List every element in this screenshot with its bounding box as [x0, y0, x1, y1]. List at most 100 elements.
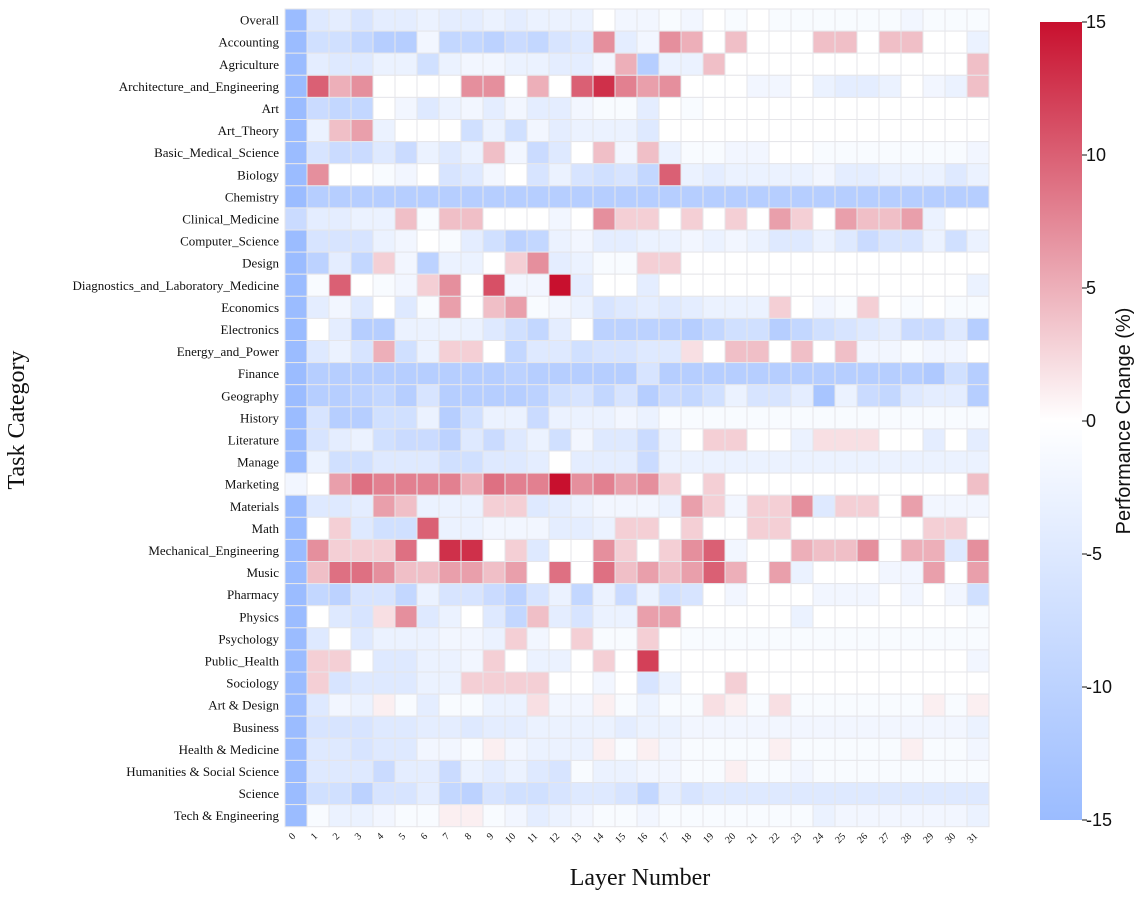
heatmap-cell — [372, 627, 396, 651]
heatmap-cell — [922, 494, 946, 518]
heatmap-cell — [768, 207, 792, 231]
heatmap-cell — [328, 251, 352, 275]
heatmap-cell — [900, 627, 924, 651]
heatmap-cell — [900, 96, 924, 121]
heatmap-cell — [724, 362, 748, 386]
heatmap-cell — [922, 693, 946, 717]
heatmap-cell — [636, 737, 660, 761]
heatmap-cell — [900, 494, 924, 518]
heatmap-cell — [350, 340, 374, 364]
column-label: 7 — [441, 831, 452, 842]
heatmap-cell — [724, 561, 748, 585]
row-label: Humanities & Social Science — [126, 764, 279, 779]
heatmap-cell — [856, 362, 880, 386]
heatmap-cell — [592, 141, 616, 165]
column-label: 3 — [353, 831, 364, 842]
heatmap-cell — [350, 8, 374, 32]
heatmap-cell — [394, 649, 418, 673]
heatmap-cell — [394, 538, 418, 563]
heatmap-cell — [284, 273, 308, 297]
column-label: 31 — [965, 831, 980, 846]
heatmap-cell — [702, 119, 726, 143]
heatmap-cell — [372, 74, 396, 98]
heatmap-cell — [702, 141, 726, 165]
heatmap-cell — [636, 119, 660, 143]
heatmap-cell — [328, 317, 352, 341]
heatmap-cell — [328, 428, 352, 452]
heatmap-cell — [944, 406, 968, 430]
heatmap-cell — [900, 30, 924, 54]
heatmap-cell — [746, 538, 770, 563]
heatmap-cell — [284, 74, 308, 98]
heatmap-cell — [526, 693, 550, 717]
heatmap-cell — [372, 273, 396, 297]
heatmap-cell — [548, 251, 572, 275]
heatmap-cell — [680, 782, 704, 806]
heatmap-cell — [548, 671, 572, 695]
heatmap-cell — [856, 715, 880, 739]
heatmap-cell — [526, 538, 550, 563]
heatmap-cell — [658, 516, 682, 540]
heatmap-cell — [856, 627, 880, 651]
heatmap-cell — [482, 538, 506, 563]
heatmap-cell — [614, 494, 638, 518]
column-label: 28 — [899, 831, 914, 846]
heatmap-cell — [350, 627, 374, 651]
heatmap-cell — [306, 207, 330, 231]
heatmap-cell — [306, 362, 330, 386]
heatmap-cell — [966, 516, 990, 540]
heatmap-cell — [834, 583, 858, 607]
heatmap-cell — [548, 295, 572, 319]
heatmap-cell — [306, 472, 330, 496]
heatmap-cell — [768, 605, 792, 629]
heatmap-cell — [724, 74, 748, 98]
heatmap-cell — [416, 428, 440, 452]
heatmap-cell — [460, 96, 484, 121]
colorbar-tick-label: 15 — [1086, 12, 1106, 32]
heatmap-cell — [284, 362, 308, 386]
heatmap-cell — [768, 251, 792, 275]
heatmap-cell — [570, 737, 594, 761]
heatmap-cell — [504, 605, 528, 629]
column-label: 26 — [855, 831, 870, 846]
row-label: Science — [239, 786, 280, 801]
heatmap-cell — [922, 185, 946, 209]
heatmap-cell — [680, 141, 704, 165]
heatmap-cell — [724, 450, 748, 474]
heatmap-cell — [438, 96, 462, 121]
heatmap-cell — [570, 317, 594, 341]
heatmap-cell — [394, 782, 418, 806]
heatmap-cell — [438, 428, 462, 452]
heatmap-cell — [878, 406, 902, 430]
heatmap-cell — [658, 273, 682, 297]
heatmap-cell — [306, 30, 330, 54]
heatmap-cell — [306, 583, 330, 607]
heatmap-cell — [900, 804, 924, 828]
heatmap-cell — [614, 384, 638, 408]
heatmap-cell — [548, 627, 572, 651]
heatmap-cell — [438, 561, 462, 585]
heatmap-cell — [306, 649, 330, 673]
heatmap-cell — [592, 251, 616, 275]
heatmap-cell — [878, 163, 902, 187]
heatmap-cell — [680, 8, 704, 32]
heatmap-cell — [878, 693, 902, 717]
heatmap-cell — [592, 428, 616, 452]
heatmap-cell — [614, 627, 638, 651]
heatmap-cell — [372, 251, 396, 275]
heatmap-cell — [394, 317, 418, 341]
heatmap-cell — [504, 207, 528, 231]
heatmap-cell — [570, 583, 594, 607]
heatmap-cell — [504, 561, 528, 585]
heatmap-cell — [570, 74, 594, 98]
heatmap-cell — [570, 119, 594, 143]
heatmap-cell — [768, 317, 792, 341]
heatmap-cell — [856, 649, 880, 673]
heatmap-cell — [284, 428, 308, 452]
heatmap-cell — [812, 693, 836, 717]
heatmap-cell — [372, 8, 396, 32]
heatmap-cell — [548, 8, 572, 32]
heatmap-cell — [372, 96, 396, 121]
heatmap-cell — [680, 671, 704, 695]
heatmap-cell — [878, 30, 902, 54]
